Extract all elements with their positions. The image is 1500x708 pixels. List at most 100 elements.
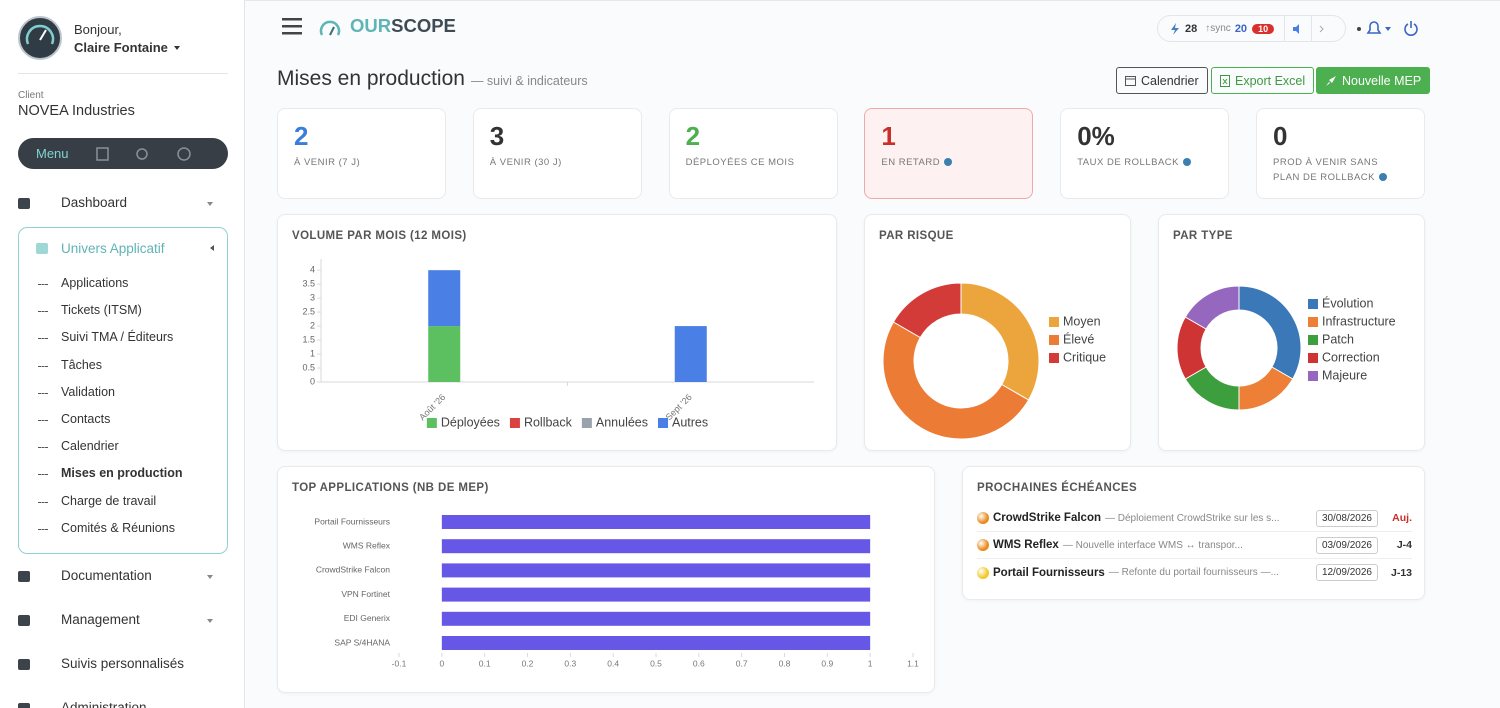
export-button[interactable]: Export Excel (1211, 67, 1315, 94)
y-tick-label: 4 (310, 265, 315, 275)
kpi-label: TAUX DE ROLLBACK (1077, 155, 1212, 170)
legend-label: Rollback (524, 415, 573, 429)
brand: OUR SCOPE (282, 16, 456, 36)
legend-label: Infrastructure (1322, 314, 1396, 328)
legend-swatch (1308, 371, 1318, 381)
legend-swatch (1049, 353, 1059, 363)
deadlines-card: PROCHAINES ÉCHÉANCES CrowdStrike Falcon —… (962, 466, 1425, 600)
deadline-name[interactable]: WMS Reflex (993, 539, 1059, 551)
alert-badge[interactable]: 10 (1252, 23, 1275, 34)
y-tick-label: VPN Fortinet (341, 589, 390, 599)
menu-tab[interactable]: Menu (36, 146, 69, 161)
dash (38, 420, 48, 421)
kpi-card: 2 À VENIR (7 J) (277, 108, 446, 199)
kpi-label-text: À VENIR (7 J) (294, 157, 361, 168)
nav-subitem[interactable]: Contacts (61, 412, 111, 426)
icon (1220, 74, 1230, 87)
y-tick-label: 3.5 (302, 279, 315, 289)
kpi-label-text: EN RETARD (881, 157, 941, 168)
kpi-value: 0% (1077, 121, 1115, 151)
brand-scope: SCOPE (391, 16, 456, 36)
legend-label: Critique (1063, 350, 1106, 364)
nav-subitem[interactable]: Validation (61, 384, 115, 399)
x-tick-label: 1.1 (907, 658, 919, 668)
deadline-name[interactable]: CrowdStrike Falcon (993, 512, 1101, 524)
info-icon (944, 158, 953, 166)
divider (18, 73, 228, 74)
legend-label: Correction (1322, 350, 1380, 364)
header-icons (1357, 21, 1418, 36)
kpi-value: 2 (294, 121, 309, 151)
nav-item[interactable]: Administration (61, 700, 147, 708)
bar-segment (428, 326, 461, 382)
chart-title: PAR RISQUE (879, 230, 954, 242)
x-tick-label: 0.6 (693, 658, 705, 668)
chart: -0.1 0 0.1 0.2 0.3 0.4 0.5 0.6 0.7 0.8 0.9 1 1.1 Port… (314, 515, 919, 668)
legend-swatch (509, 418, 520, 428)
y-tick-label: 0 (310, 376, 315, 386)
deadline-name[interactable]: Portail Fournisseurs (993, 566, 1105, 579)
bell[interactable] (1366, 21, 1382, 34)
dash (38, 311, 48, 313)
nav-item[interactable]: Management (61, 612, 140, 627)
deadline-row: WMS Reflex — Nouvelle interface WMS ↔ tra… (977, 532, 1412, 559)
deadline-due: J-4 (1396, 539, 1412, 551)
nav-item[interactable]: Dashboard (61, 195, 128, 210)
bar (441, 563, 871, 578)
legend-swatch (1049, 335, 1059, 345)
page-subtitle: — suivi & indicateurs (470, 74, 588, 88)
info-icon (1182, 158, 1191, 166)
nav-subitem[interactable]: Applications (61, 276, 129, 290)
kpi-value: 2 (685, 121, 701, 151)
dash (38, 447, 48, 449)
menu-icons (95, 146, 191, 161)
kpi-label: À VENIR (7 J) (294, 155, 429, 170)
kpi-label-text: PROD À VENIR SANS PLAN DE ROLLBACK (1273, 157, 1379, 183)
legend-swatch (1308, 335, 1318, 345)
bar (441, 587, 871, 602)
logout[interactable] (1404, 23, 1418, 36)
bolt-icon (1171, 22, 1179, 35)
calendar-button[interactable]: Calendrier (1116, 67, 1208, 94)
deadline-desc: — Déploiement CrowdStrike sur les s... (1105, 512, 1280, 524)
kpi-card: 1 EN RETARD (864, 108, 1034, 199)
nav-subitem[interactable]: Charge de travail (61, 493, 157, 508)
legend-label: Déployées (441, 415, 500, 429)
kpi-card: 2 DÉPLOYÉES CE MOIS (668, 108, 838, 199)
legend-label: Élevé (1063, 331, 1094, 346)
caret (173, 45, 180, 50)
nav-item[interactable]: Suivis personnalisés (61, 656, 185, 671)
nav-subitem[interactable]: Calendrier (61, 439, 119, 454)
x-tick-label: -0.1 (392, 658, 407, 668)
nav-subitem[interactable]: Mises en production (61, 466, 183, 481)
x-tick-label: 1 (868, 658, 873, 668)
legend-swatch (1308, 353, 1318, 363)
bar (441, 636, 871, 650)
nav-icon (18, 615, 30, 626)
new-button[interactable]: Nouvelle MEP (1316, 67, 1431, 94)
bar-segment (428, 270, 461, 327)
nav-item[interactable]: Univers Applicatif (61, 241, 165, 256)
nav-item[interactable]: Documentation (61, 568, 152, 583)
dash (38, 528, 48, 530)
status-dot (977, 566, 989, 579)
chart-title: TOP APPLICATIONS (NB DE MEP) (292, 482, 489, 494)
deadline-row: Portail Fournisseurs — Refonte du portail… (977, 559, 1412, 586)
nav-subitem[interactable]: Tickets (ITSM) (61, 303, 142, 318)
kpi-card: 0 PROD À VENIR SANS PLAN DE ROLLBACK (1256, 108, 1425, 199)
nav-subitem[interactable]: Suivi TMA / Éditeurs (61, 330, 174, 345)
legend-label: Majeure (1322, 368, 1367, 382)
sync-count: 20 (1234, 22, 1248, 35)
x-tick-label: 0 (439, 658, 444, 668)
info-icon (1378, 173, 1387, 181)
chart-title: PAR TYPE (1173, 230, 1233, 242)
sound-button[interactable] (1285, 22, 1311, 36)
nav-subitem[interactable]: Comités & Réunions (61, 520, 175, 535)
next-button[interactable] (1312, 22, 1330, 36)
nav-subitem[interactable]: Tâches (61, 357, 102, 372)
deadline-date: 30/08/2026 (1315, 509, 1378, 527)
deadline-row: CrowdStrike Falcon — Déploiement CrowdStr… (977, 505, 1412, 532)
user-menu[interactable]: Claire Fontaine (74, 40, 180, 55)
slice (882, 321, 1030, 440)
bar-segment (674, 326, 707, 382)
